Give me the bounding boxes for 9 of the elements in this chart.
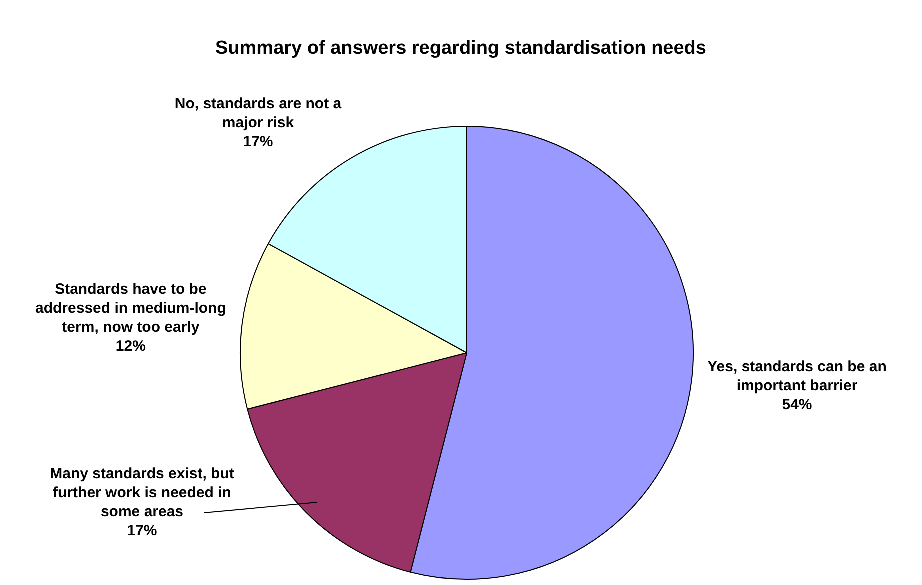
slice-label: Standards have to be addressed in medium-long term, now too early bbox=[36, 280, 226, 336]
slice-label: Yes, standards can be an important barrier bbox=[708, 358, 887, 395]
data-label: 17% bbox=[243, 133, 274, 150]
data-label: 17% bbox=[127, 522, 158, 540]
slice-label: No, standards are not a major risk bbox=[174, 95, 342, 132]
chart-title: Summary of answers regarding standardisation needs bbox=[214, 38, 708, 60]
slice-label: Many standards exist, but further work is needed in some areas bbox=[50, 466, 234, 521]
data-label: 12% bbox=[116, 338, 146, 355]
data-label: 54% bbox=[782, 396, 812, 414]
